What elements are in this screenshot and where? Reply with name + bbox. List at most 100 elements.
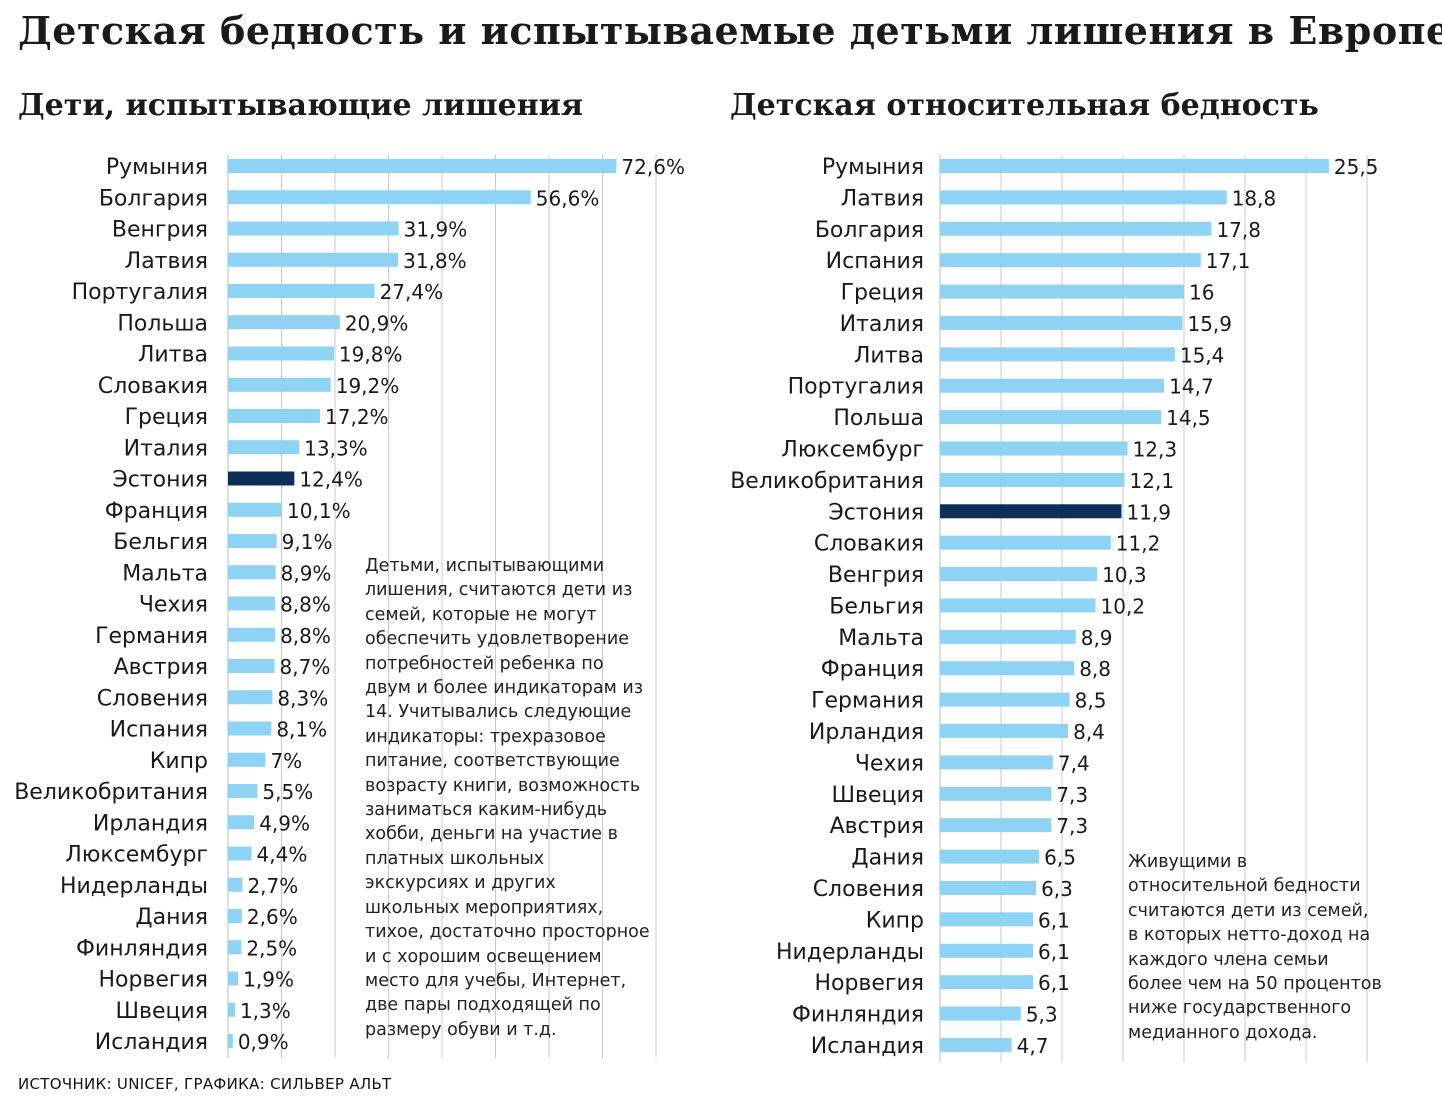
value-label: 7,4 — [1058, 751, 1090, 775]
bar — [228, 721, 272, 736]
value-label: 8,8% — [280, 593, 331, 617]
value-label: 1,9% — [243, 968, 294, 992]
category-label: Нидерланды — [776, 940, 924, 965]
value-label: 4,9% — [259, 811, 310, 835]
value-label: 12,3 — [1133, 438, 1178, 462]
category-label: Франция — [821, 657, 924, 682]
value-label: 6,1 — [1038, 940, 1070, 964]
value-label: 6,1 — [1038, 971, 1070, 995]
deprivation-definition-note: Детьми, испытывающими лишения, считаются… — [365, 556, 650, 1040]
category-label: Эстония — [828, 500, 924, 525]
category-label: Польша — [833, 406, 924, 431]
bar — [228, 877, 243, 892]
bar — [228, 690, 273, 705]
bar — [228, 815, 255, 830]
category-label: Мальта — [122, 561, 208, 586]
bar — [940, 567, 1098, 582]
category-label: Австрия — [830, 814, 924, 839]
bar — [940, 1006, 1021, 1021]
category-label: Исландия — [811, 1034, 924, 1059]
value-label: 15,9 — [1187, 312, 1232, 336]
category-label: Финляндия — [76, 936, 208, 961]
category-label: Мальта — [838, 626, 924, 651]
category-label: Норвегия — [98, 968, 208, 993]
bar — [228, 190, 531, 205]
value-label: 8,5 — [1075, 689, 1107, 713]
bar — [940, 441, 1128, 456]
category-label: Бельгия — [829, 594, 924, 619]
bar — [228, 377, 331, 392]
value-label: 8,3% — [277, 686, 328, 710]
category-label: Исландия — [95, 1030, 208, 1055]
value-label: 2,6% — [247, 905, 298, 929]
value-label: 6,1 — [1038, 908, 1070, 932]
bar — [940, 284, 1184, 299]
value-label: 11,2 — [1116, 532, 1161, 556]
poverty-definition-note: Живущими в относительной бедности считаю… — [1128, 852, 1382, 1043]
bar — [940, 629, 1076, 644]
bar — [940, 943, 1034, 958]
grid-lines — [281, 155, 657, 1058]
value-label: 17,1 — [1206, 249, 1251, 273]
value-label: 9,1% — [282, 530, 333, 554]
category-label: Кипр — [866, 908, 924, 933]
value-label: 8,9% — [281, 561, 332, 585]
bar — [228, 659, 275, 673]
bar — [940, 253, 1201, 268]
value-label: 27,4% — [380, 280, 444, 304]
value-label: 17,8 — [1216, 218, 1261, 242]
bar — [228, 534, 277, 548]
bar — [228, 252, 399, 267]
category-label: Бельгия — [113, 530, 208, 555]
bar — [228, 752, 266, 767]
category-label: Словения — [813, 877, 924, 902]
value-label: 8,4 — [1073, 720, 1105, 744]
category-label: Австрия — [114, 655, 208, 680]
category-label: Греция — [125, 405, 208, 430]
category-label: Люксембург — [65, 843, 208, 868]
bar — [228, 502, 283, 517]
value-label: 17,2% — [325, 405, 389, 429]
category-label: Норвегия — [814, 971, 924, 996]
bar — [228, 627, 276, 642]
category-label: Чехия — [139, 593, 208, 618]
category-label: Кипр — [150, 749, 208, 774]
category-label: Люксембург — [781, 438, 924, 463]
category-label: Португалия — [72, 280, 208, 305]
category-label: Италия — [124, 436, 208, 461]
bar — [940, 315, 1183, 330]
category-label: Швеция — [115, 999, 208, 1024]
value-label: 18,8 — [1232, 186, 1277, 210]
value-label: 13,3% — [304, 436, 368, 460]
value-label: 25,5 — [1334, 155, 1379, 179]
bar — [228, 159, 617, 173]
category-label: Ирландия — [93, 811, 208, 836]
page-title: Детская бедность и испытываемые детьми л… — [18, 8, 1442, 53]
value-label: 7,3 — [1056, 783, 1088, 807]
bar — [940, 378, 1165, 393]
bar — [940, 347, 1175, 362]
category-label: Португалия — [788, 375, 924, 400]
bar — [940, 1037, 1012, 1052]
value-label: 4,4% — [257, 843, 308, 867]
value-label: 56,6% — [536, 186, 600, 210]
category-label: Испания — [826, 249, 924, 274]
category-label: Румыния — [106, 155, 208, 180]
category-label: Латвия — [841, 186, 924, 211]
category-label: Литва — [138, 343, 208, 368]
category-label: Швеция — [831, 783, 924, 808]
category-label: Венгрия — [828, 563, 924, 588]
bar — [228, 1002, 235, 1017]
value-label: 8,1% — [276, 718, 327, 742]
bar — [228, 315, 340, 330]
value-label: 10,3 — [1102, 563, 1147, 587]
value-label: 5,3 — [1026, 1003, 1058, 1027]
category-label: Венгрия — [112, 218, 208, 243]
category-label: Великобритания — [730, 469, 924, 494]
category-label: Великобритания — [14, 780, 208, 805]
bar — [940, 975, 1034, 990]
bar — [228, 784, 258, 798]
value-label: 5,5% — [262, 780, 313, 804]
value-label: 8,8 — [1079, 657, 1111, 681]
bar — [940, 190, 1227, 205]
